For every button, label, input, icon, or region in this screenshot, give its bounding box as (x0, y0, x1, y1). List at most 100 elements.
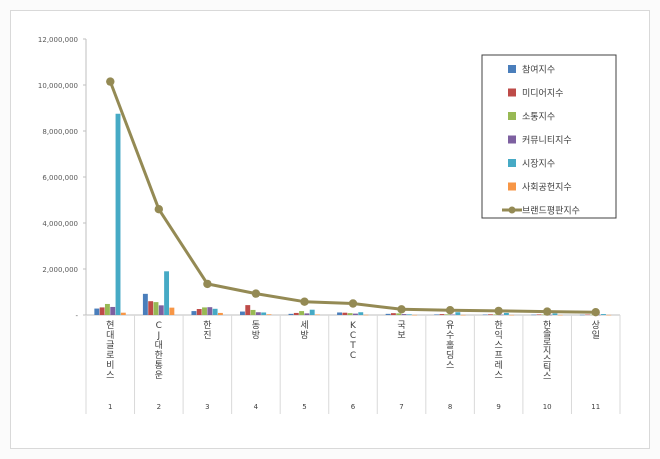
bar (115, 113, 121, 315)
bar (579, 314, 585, 316)
bar (439, 314, 445, 315)
bar (482, 314, 488, 316)
bar (450, 314, 455, 316)
y-tick-label: 4,000,000 (42, 220, 78, 228)
bar (266, 314, 272, 315)
bar (606, 314, 612, 316)
bar (493, 314, 499, 315)
line-point (203, 279, 212, 289)
bar (299, 311, 305, 315)
category-number: 4 (254, 403, 259, 411)
bar (104, 303, 110, 315)
bar (153, 302, 159, 315)
y-tick-label: 8,000,000 (42, 128, 78, 136)
bar (552, 313, 558, 315)
bar (455, 312, 461, 315)
y-tick-label: 6,000,000 (42, 174, 78, 182)
bar (148, 301, 154, 315)
bar (337, 312, 342, 315)
bar (557, 314, 563, 316)
bar (460, 314, 466, 316)
category-number: 1 (108, 403, 112, 411)
bar (293, 312, 299, 315)
legend-swatch (508, 88, 516, 97)
bar (196, 309, 202, 315)
line-point (348, 299, 358, 308)
bar (309, 309, 315, 315)
bar (406, 314, 412, 315)
bar (396, 313, 402, 315)
y-tick-label: 10,000,000 (38, 82, 78, 90)
bar (353, 313, 358, 315)
legend-swatch (508, 159, 516, 167)
bar (401, 314, 407, 315)
legend-swatch (508, 65, 516, 73)
bar (342, 312, 348, 315)
category-number: 2 (157, 403, 161, 411)
bar (99, 307, 105, 315)
category-number: 5 (302, 403, 306, 411)
legend-swatch (508, 112, 516, 120)
bar (434, 314, 440, 315)
legend-label: 커뮤니티지수 (522, 135, 572, 146)
bar (347, 313, 353, 315)
bar (207, 307, 213, 315)
legend-swatch (508, 135, 516, 144)
bar (488, 314, 493, 315)
bar (255, 312, 261, 315)
line-point (494, 306, 503, 316)
bar (217, 312, 223, 315)
bar (94, 308, 100, 315)
bar (212, 308, 218, 315)
bar (358, 312, 364, 315)
category-number: 3 (205, 403, 209, 411)
bar (509, 314, 515, 316)
bar (245, 305, 251, 315)
line-point (251, 289, 261, 298)
bar (164, 271, 170, 315)
bar (240, 311, 245, 315)
bar (158, 305, 164, 315)
legend-label: 시장지수 (522, 159, 555, 170)
line-point (397, 305, 406, 314)
bar (315, 314, 320, 316)
bar (390, 313, 396, 315)
bar (202, 307, 207, 315)
bar (261, 312, 267, 315)
line-point (300, 297, 309, 306)
category-number: 10 (543, 403, 552, 411)
bar (412, 314, 418, 316)
y-tick-label: 2,000,000 (42, 266, 78, 274)
plot-area: - 2,000,000 4,000,000 6,000,000 8,000,000 10,… (38, 36, 621, 414)
legend-label: 사회공헌지수 (522, 182, 572, 193)
bar (169, 307, 175, 315)
bar (191, 311, 197, 315)
line-point (154, 205, 163, 214)
line-point (591, 308, 600, 317)
bar (142, 293, 148, 315)
bar (288, 313, 294, 315)
category-number: 7 (399, 403, 403, 411)
bar (531, 314, 537, 316)
bar (498, 314, 504, 316)
legend-label: 소통지수 (522, 112, 555, 123)
category-number: 8 (448, 403, 452, 411)
line-point (543, 307, 552, 316)
bar (444, 314, 450, 315)
category-number: 11 (591, 403, 600, 411)
bar (536, 314, 542, 315)
bar (110, 306, 116, 315)
